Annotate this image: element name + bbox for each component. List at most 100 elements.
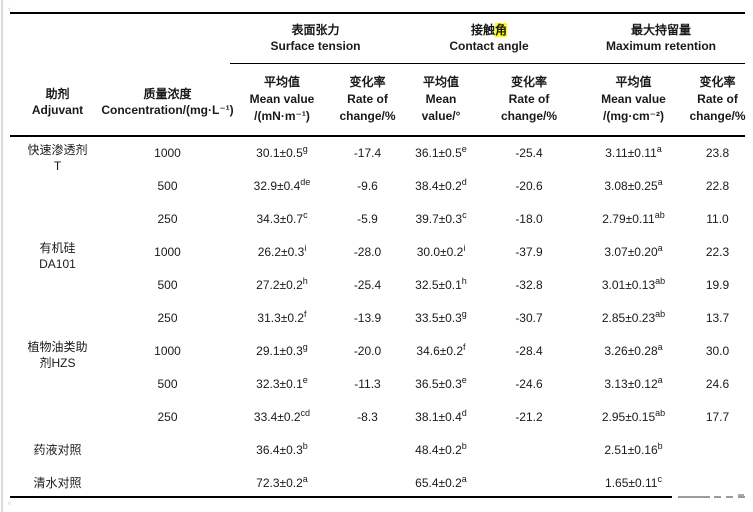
value-text: 31.3±0.2	[257, 310, 305, 325]
surface-tension-mean-cell: 72.3±0.2a	[230, 466, 334, 499]
table-row: 有机硅 DA101 1000 26.2±0.3i -28.0 30.0±0.2i -37.9…	[10, 235, 745, 271]
value-text: 3.08±0.25	[604, 178, 658, 193]
contact-angle-mean-cell: 32.5±0.1h	[401, 268, 481, 301]
max-retention-zh: 最大持留量	[631, 23, 692, 38]
significance-superscript: a	[657, 176, 663, 187]
value-text: 48.4±0.2	[415, 442, 462, 457]
value-text: 38.4±0.2	[415, 178, 462, 193]
max-retention-rate-cell: 22.3	[705, 244, 730, 259]
max-retention-mean-cell: 3.08±0.25a	[577, 169, 690, 202]
surface-tension-rate-cell: -8.3	[357, 409, 378, 424]
value-text: 32.9±0.4	[253, 178, 301, 193]
adjuvant-name-line: 剂HZS	[39, 356, 76, 370]
max-retention-mean-cell: 2.85±0.23ab	[577, 301, 690, 334]
concentration-cell	[105, 466, 230, 499]
value-text: 32.3±0.1	[256, 376, 303, 391]
value-text: 26.2±0.3	[257, 244, 305, 259]
surface-tension-rate-cell: -25.4	[353, 277, 382, 292]
surface-tension-mean-cell: 26.2±0.3i	[230, 235, 334, 268]
contact-angle-mean-cell: 48.4±0.2b	[401, 433, 481, 466]
contact-angle-rate-cell	[481, 433, 577, 466]
group-header-max-retention: 最大持留量 Maximum retention	[577, 13, 746, 64]
max-retention-rate-cell: 13.7	[705, 310, 730, 325]
table-row: 500 32.3±0.1e -11.3 36.5±0.3e -24.6 3.13±0.12…	[10, 367, 745, 400]
value-text: 2.51±0.16	[604, 442, 658, 457]
significance-superscript: cd	[300, 407, 311, 418]
value-text: 33.5±0.3	[415, 310, 462, 325]
adjuvant-name-line: 快速渗透剂	[27, 143, 88, 157]
mr-rate-l2: Rate of	[697, 91, 738, 106]
concentration-cell: 1000	[154, 146, 181, 160]
concentration-cell: 1000	[154, 343, 181, 358]
surface-tension-rate-cell: -5.9	[357, 211, 378, 226]
surface-tension-rate-cell	[334, 433, 401, 466]
significance-superscript: b	[302, 440, 308, 451]
ca-mean-l3: value/°	[421, 108, 461, 123]
table-bottom-rule	[10, 496, 672, 498]
surface-tension-rate-cell	[334, 466, 401, 499]
significance-superscript: a	[461, 473, 467, 484]
corner-artifact-bottom: ×	[7, 499, 12, 508]
group-header-row: 助剂 Adjuvant 质量浓度 Concentration/(mg·L⁻¹) …	[10, 13, 746, 137]
adjuvant-name-line: 植物油类助	[27, 340, 88, 354]
col-header-ca-rate: 变化率 Rate of change/%	[481, 63, 577, 137]
contact-angle-rate-cell: -28.4	[515, 343, 543, 358]
max-retention-mean-cell: 1.65±0.11c	[577, 466, 690, 499]
value-text: 1.65±0.11	[605, 475, 658, 490]
significance-superscript: ab	[655, 275, 666, 286]
bottom-rule-watermark-dashes	[714, 496, 745, 498]
contact-angle-rate-cell: -30.7	[515, 310, 543, 325]
mr-rate-l1: 变化率	[699, 74, 736, 89]
value-text: 2.79±0.11	[602, 211, 655, 226]
control-name-cell: 药液对照	[33, 443, 82, 457]
surface-tension-mean-cell: 32.3±0.1e	[230, 367, 334, 400]
control-name-cell: 清水对照	[33, 476, 82, 490]
value-text: 72.3±0.2	[256, 475, 303, 490]
value-text: 34.3±0.7	[256, 211, 304, 226]
sub-header-row: 平均值 Mean value /(mN·m⁻¹) 变化率 Rate of cha…	[10, 63, 746, 137]
contact-angle-rate-cell: -24.6	[515, 376, 543, 391]
table-row: 250 33.4±0.2cd -8.3 38.1±0.4d -21.2 2.95±0.15…	[10, 400, 745, 433]
max-retention-rate-cell	[690, 433, 745, 466]
max-retention-rate-cell: 22.8	[705, 178, 730, 193]
contact-angle-mean-cell: 33.5±0.3g	[401, 301, 481, 334]
adjuvant-header-zh: 助剂	[45, 87, 70, 101]
mr-rate-l3: change/%	[689, 108, 746, 123]
adjuvant-header-en: Adjuvant	[31, 103, 84, 117]
surface-tension-mean-cell: 36.4±0.3b	[230, 433, 334, 466]
adjuvant-effects-table: 助剂 Adjuvant 质量浓度 Concentration/(mg·L⁻¹) …	[10, 12, 746, 499]
group-header-contact-angle: 接触角 Contact angle	[401, 13, 577, 64]
table-row: 250 31.3±0.2f -13.9 33.5±0.3g -30.7 2.85±0.23…	[10, 301, 745, 334]
max-retention-mean-cell: 3.01±0.13ab	[577, 268, 690, 301]
max-retention-mean-cell: 3.26±0.28a	[577, 334, 690, 367]
value-text: 32.5±0.1	[415, 277, 462, 292]
contact-angle-mean-cell: 30.0±0.2i	[401, 235, 481, 268]
table-row: 植物油类助 剂HZS 1000 29.1±0.3g -20.0 34.6±0.2f -28.…	[10, 334, 745, 370]
table-row: 500 32.9±0.4de -9.6 38.4±0.2d -20.6 3.08±0.25…	[10, 169, 745, 202]
col-header-st-mean: 平均值 Mean value /(mN·m⁻¹)	[230, 63, 334, 137]
contact-angle-mean-cell: 34.6±0.2f	[401, 334, 481, 367]
significance-superscript: ab	[655, 308, 666, 319]
table-header: 助剂 Adjuvant 质量浓度 Concentration/(mg·L⁻¹) …	[10, 13, 746, 137]
significance-superscript: g	[302, 144, 308, 154]
significance-superscript: a	[657, 374, 663, 385]
mr-mean-l2: Mean value	[601, 91, 666, 106]
value-text: 2.85±0.23	[601, 310, 656, 325]
value-text: 27.2±0.2	[256, 277, 303, 292]
value-text: 36.5±0.3	[415, 376, 462, 391]
significance-superscript: a	[657, 242, 663, 253]
col-header-ca-mean: 平均值 Mean value/°	[401, 63, 481, 137]
significance-superscript: g	[461, 308, 467, 319]
adjuvant-name-cell: 植物油类助剂HZS	[10, 334, 105, 433]
significance-superscript: d	[461, 176, 467, 187]
significance-superscript: c	[657, 473, 662, 484]
ca-rate-l3: change/%	[500, 108, 557, 123]
ca-rate-l1: 变化率	[510, 74, 547, 89]
contact-angle-zh: 接触角	[471, 22, 508, 38]
adjuvant-name-line: 有机硅	[39, 241, 76, 255]
max-retention-rate-cell	[690, 466, 745, 499]
table-row: 清水对照 72.3±0.2a 65.4±0.2a 1.65±0.11c	[10, 466, 745, 499]
max-retention-rate-cell: 23.8	[705, 146, 730, 160]
concentration-cell: 500	[157, 178, 178, 193]
surface-tension-mean-cell: 34.3±0.7c	[230, 202, 334, 235]
